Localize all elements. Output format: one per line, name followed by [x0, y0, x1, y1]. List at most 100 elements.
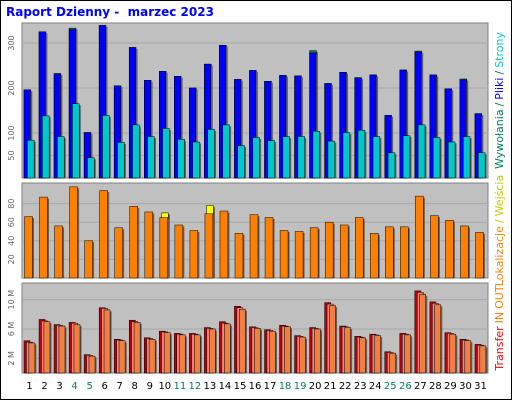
bar-strony-9: [147, 136, 155, 179]
legend-label: Pliki: [493, 78, 506, 100]
bar-strony-1: [27, 139, 35, 179]
bar-strony-26: [402, 135, 411, 179]
bar-lokalizacje-27: [415, 195, 424, 279]
bar-out-22: [344, 327, 351, 374]
x-tick-label: 25: [384, 381, 397, 392]
x-tick-label: 30: [459, 381, 472, 392]
bar-lokalizacje-16: [249, 214, 259, 279]
bar-strony-16: [252, 137, 260, 179]
bar-out-25: [389, 352, 396, 374]
bar-lokalizacje-21: [324, 221, 334, 279]
bar-out-28: [434, 304, 442, 374]
bar-out-16: [254, 328, 261, 374]
legend-label: Transfer: [493, 326, 506, 372]
legend-label: /: [493, 219, 506, 223]
x-tick-label: 14: [219, 381, 232, 392]
bar-strony-15: [237, 145, 245, 179]
bar-strony-21: [327, 140, 336, 179]
y-tick-label: 10 M: [7, 290, 16, 310]
bar-out-29: [449, 333, 457, 374]
bar-lokalizacje-28: [430, 215, 439, 279]
x-tick-label: 9: [147, 381, 153, 392]
bar-lokalizacje-6: [99, 190, 108, 279]
x-tick-label: 27: [414, 381, 427, 392]
bar-lokalizacje-30: [460, 225, 469, 279]
y-tick-label: 60: [7, 217, 16, 227]
x-tick-label: 19: [294, 381, 307, 392]
bar-strony-25: [387, 152, 396, 179]
bar-strony-28: [432, 137, 441, 179]
bar-out-5: [88, 355, 96, 374]
bar-strony-19: [297, 136, 305, 179]
bar-strony-14: [222, 124, 230, 179]
x-tick-label: 21: [324, 381, 337, 392]
bar-out-21: [329, 305, 336, 374]
x-tick-label: 15: [234, 381, 247, 392]
y-tick-label: 200: [7, 80, 16, 95]
bar-out-4: [73, 324, 81, 374]
bar-lokalizacje-20: [309, 227, 319, 279]
bar-strony-7: [117, 142, 125, 179]
legend-top: Wywołania / Pliki / Strony: [493, 32, 506, 169]
bar-out-2: [43, 321, 51, 374]
bar-out-6: [103, 309, 111, 374]
y-tick-label: 50: [7, 150, 16, 160]
bar-lokalizacje-19: [294, 231, 304, 279]
legend-label: Strony: [493, 32, 506, 68]
bar-lokalizacje-29: [445, 220, 454, 279]
bar-out-10: [163, 332, 171, 374]
legend-label: /: [493, 102, 506, 106]
bar-out-11: [178, 334, 186, 374]
bar-out-9: [148, 339, 156, 374]
bar-lokalizacje-25: [385, 226, 394, 279]
bar-lokalizacje-24: [370, 233, 379, 279]
bar-strony-27: [417, 124, 426, 179]
y-tick-label: 20: [7, 254, 16, 264]
bar-out-27: [419, 294, 427, 374]
bar-lokalizacje-14: [219, 210, 229, 279]
bar-lokalizacje-15: [234, 233, 244, 279]
bar-lokalizacje-1: [24, 216, 33, 279]
y-tick-label: 6 M: [7, 322, 16, 337]
legend-label: Wejścia: [493, 175, 506, 217]
bar-strony-8: [132, 124, 140, 179]
bar-lokalizacje-13: [204, 213, 214, 279]
x-tick-label: 8: [132, 381, 138, 392]
bar-out-19: [299, 336, 306, 374]
x-tick-label: 16: [249, 381, 262, 392]
bar-lokalizacje-11: [174, 224, 184, 279]
y-tick-label: 300: [7, 35, 16, 50]
bar-strony-4: [72, 103, 80, 179]
bar-lokalizacje-7: [114, 227, 123, 279]
x-tick-label: 24: [369, 381, 382, 392]
bar-out-20: [314, 328, 321, 374]
bar-strony-31: [478, 152, 486, 179]
bar-out-12: [193, 334, 201, 374]
bar-out-31: [479, 345, 487, 374]
bar-strony-3: [57, 136, 65, 179]
bar-strony-18: [282, 136, 290, 179]
x-tick-label: 6: [101, 381, 107, 392]
bar-lokalizacje-31: [475, 232, 484, 279]
bar-strony-12: [192, 141, 200, 179]
y-tick-label: 40: [7, 236, 16, 246]
y-tick-label: 100: [7, 125, 16, 140]
report-title: Raport Dzienny - marzec 2023: [6, 5, 214, 19]
legend-label: Wywołania: [493, 109, 506, 169]
x-tick-label: 17: [264, 381, 277, 392]
bar-lokalizacje-2: [39, 196, 48, 279]
x-tick-label: 10: [158, 381, 171, 392]
bar-out-26: [404, 334, 411, 374]
bar-out-8: [133, 322, 141, 374]
bar-strony-17: [267, 140, 275, 179]
bar-out-24: [374, 335, 381, 374]
bar-out-1: [28, 342, 36, 374]
bar-out-14: [224, 323, 231, 374]
x-tick-label: 3: [56, 381, 62, 392]
bar-lokalizacje-8: [129, 206, 138, 279]
x-tick-label: 26: [399, 381, 412, 392]
x-tick-label: 18: [279, 381, 292, 392]
bar-lokalizacje-12: [189, 230, 199, 279]
bar-out-17: [269, 330, 276, 374]
